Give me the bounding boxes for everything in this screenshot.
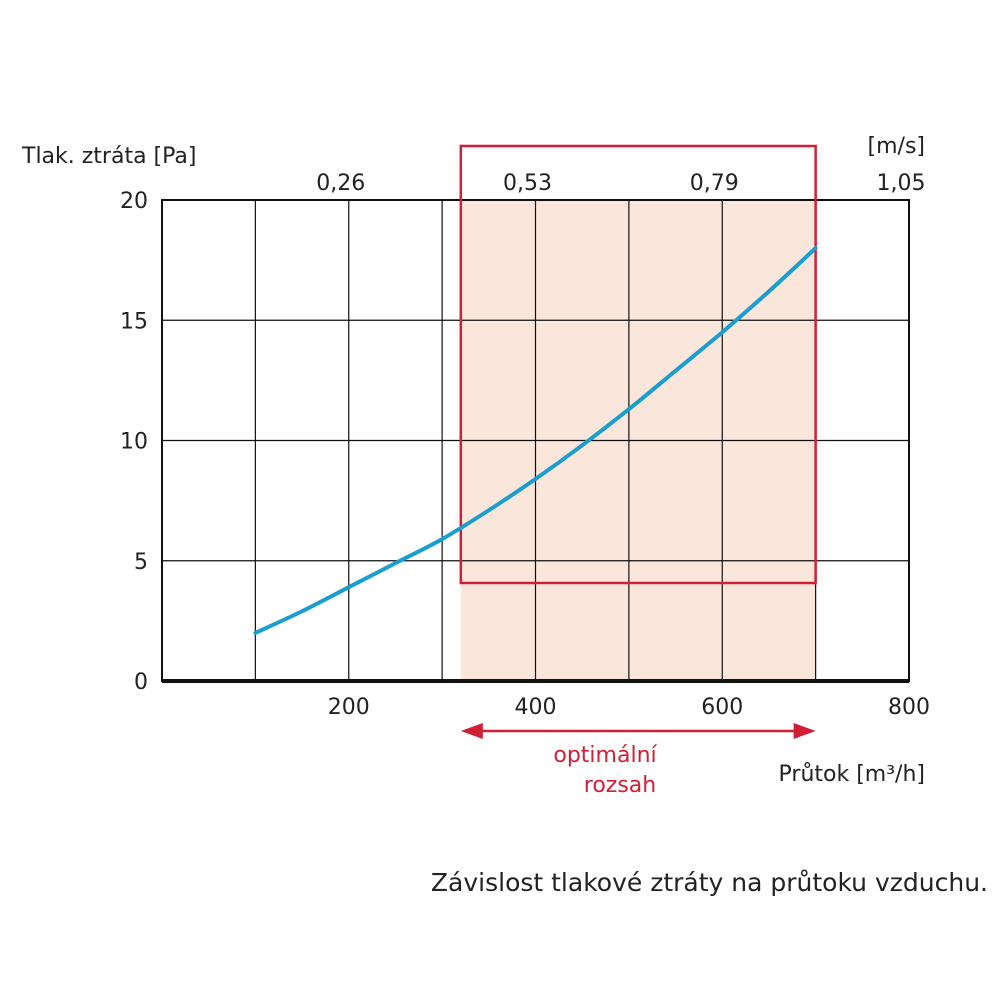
pressure-loss-curve: [253, 246, 818, 635]
y-tick-label: 0: [134, 670, 148, 695]
y-tick-label: 10: [120, 430, 148, 455]
figure-caption: Závislost tlakové ztráty na průtoku vzdu…: [430, 868, 988, 897]
y-tick-label: 5: [134, 550, 148, 575]
optimal-range-arrow-left-head: [460, 723, 483, 739]
x-axis-title: Průtok [m³/h]: [779, 762, 925, 787]
grid: [162, 200, 909, 681]
secondary-x-tick-label: 0,26: [316, 171, 365, 196]
x-tick-label: 800: [888, 695, 930, 720]
optimal-range-arrow-right-head: [793, 723, 816, 739]
y-tick-label: 15: [120, 309, 148, 334]
optimal-range-border: [459, 144, 817, 585]
x-tick-label: 600: [701, 695, 743, 720]
y-tick-label: 20: [120, 189, 148, 214]
optimal-range-label-line2: rozsah: [584, 773, 656, 798]
x-tick-label: 200: [328, 695, 370, 720]
x-tick-label: 400: [515, 695, 557, 720]
secondary-x-tick-label: 1,05: [877, 171, 926, 196]
secondary-x-tick-label: 0,79: [690, 171, 739, 196]
secondary-x-tick-label: 0,53: [503, 171, 552, 196]
optimal-range-label-line1: optimální: [553, 743, 657, 768]
secondary-x-axis-title: [m/s]: [868, 134, 925, 159]
optimal-range-arrow: [460, 723, 816, 739]
tick-labels: 0 5 10 15 20 200 400 600 800 0,26 0,53 0,79 1,05: [120, 171, 930, 720]
y-axis-title: Tlak. ztráta [Pa]: [21, 144, 197, 169]
